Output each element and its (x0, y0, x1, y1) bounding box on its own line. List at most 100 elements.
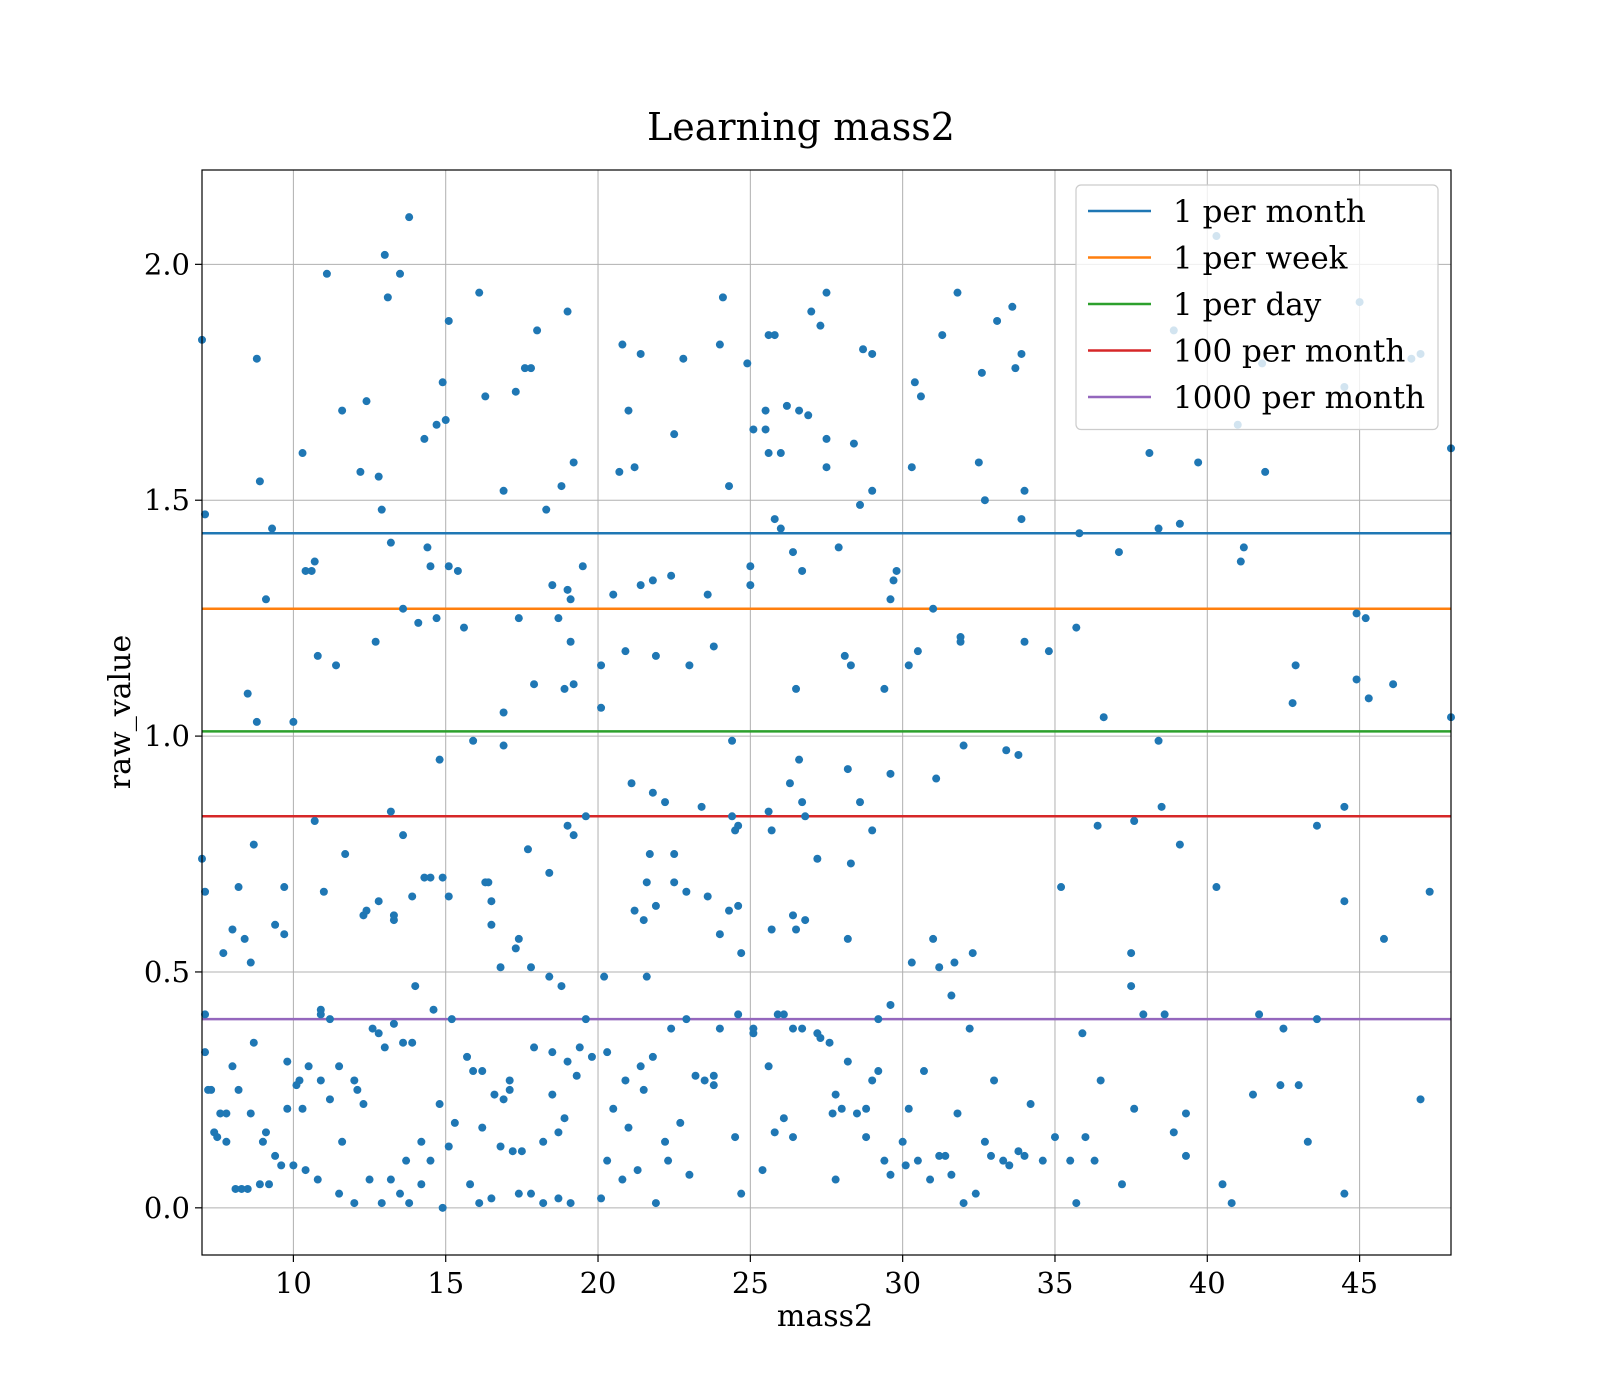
scatter-point-81 (496, 963, 505, 972)
scatter-point-362 (539, 1137, 548, 1146)
scatter-point-466 (380, 1043, 389, 1052)
scatter-point-117 (642, 878, 651, 887)
plot-area-frame (201, 169, 1452, 1256)
scatter-point-46 (362, 397, 371, 406)
scatter-point-330 (1020, 1151, 1029, 1160)
scatter-point-154 (840, 651, 849, 660)
scatter-point-58 (399, 831, 408, 840)
scatter-point-146 (798, 566, 807, 575)
scatter-point-206 (1361, 614, 1370, 623)
scatter-point-121 (670, 430, 679, 439)
scatter-point-309 (731, 1133, 740, 1142)
scatter-point-216 (1130, 817, 1139, 825)
scatter-point-324 (950, 958, 959, 967)
scatter-point-102 (569, 458, 578, 467)
scatter-point-321 (929, 934, 938, 943)
y-tick-label-4: 2.0 (144, 247, 190, 281)
scatter-point-351 (691, 1071, 700, 1080)
scatter-point-297 (478, 1123, 487, 1132)
scatter-point-375 (377, 1199, 386, 1208)
scatter-point-91 (533, 326, 542, 335)
scatter-point-215 (1093, 821, 1102, 830)
scatter-point-179 (1008, 302, 1017, 311)
scatter-point-356 (618, 1175, 627, 1184)
scatter-point-345 (788, 1133, 797, 1142)
scatter-point-294 (411, 982, 420, 991)
scatter-point-44 (356, 467, 365, 476)
legend-label-2: 1 per day (1173, 287, 1322, 323)
scatter-point-72 (444, 562, 453, 571)
scatter-point-257 (831, 1090, 840, 1099)
scatter-point-453 (734, 901, 743, 910)
scatter-point-411 (560, 1114, 569, 1123)
scatter-point-163 (889, 576, 898, 585)
scatter-point-229 (1127, 949, 1136, 958)
x-tick-label-6: 40 (1189, 1266, 1226, 1300)
scatter-point-315 (837, 1104, 846, 1113)
scatter-point-449 (682, 887, 691, 896)
scatter-point-390 (246, 1109, 255, 1118)
scatter-point-1 (201, 510, 210, 519)
scatter-point-292 (399, 1038, 408, 1047)
scatter-point-197 (1236, 557, 1245, 566)
scatter-point-11 (228, 925, 237, 934)
scatter-point-252 (1014, 750, 1023, 759)
scatter-point-287 (316, 1010, 325, 1019)
scatter-point-49 (374, 472, 383, 481)
scatter-point-323 (947, 991, 956, 1000)
scatter-point-159 (868, 349, 877, 358)
scatter-point-298 (496, 1142, 505, 1151)
scatter-point-182 (1017, 515, 1026, 524)
scatter-point-392 (271, 1151, 280, 1160)
scatter-point-119 (651, 651, 660, 660)
scatter-point-370 (426, 1156, 435, 1165)
scatter-point-403 (450, 1118, 459, 1127)
scatter-point-358 (581, 1015, 590, 1024)
scatter-point-303 (609, 1104, 618, 1113)
scatter-point-405 (478, 1067, 487, 1076)
scatter-point-167 (910, 378, 919, 387)
scatter-point-428 (828, 1109, 837, 1118)
scatter-point-247 (1130, 1104, 1139, 1113)
scatter-point-381 (289, 1161, 298, 1170)
scatter-point-458 (801, 916, 810, 925)
scatter-point-186 (1072, 623, 1081, 632)
scatter-point-88 (520, 364, 529, 373)
scatter-point-393 (283, 1104, 292, 1113)
scatter-point-112 (621, 647, 630, 656)
scatter-point-164 (892, 566, 901, 575)
scatter-point-178 (993, 316, 1002, 325)
scatter-point-30 (298, 449, 307, 458)
scatter-point-194 (1194, 458, 1203, 467)
scatter-point-177 (980, 496, 989, 505)
scatter-point-253 (959, 741, 968, 750)
scatter-point-32 (307, 566, 316, 575)
scatter-point-262 (728, 736, 737, 745)
scatter-point-442 (514, 934, 523, 943)
scatter-point-38 (322, 269, 331, 278)
scatter-point-3 (201, 887, 210, 896)
scatter-point-106 (597, 661, 606, 670)
scatter-point-193 (1175, 519, 1184, 528)
scatter-point-434 (926, 1175, 935, 1184)
scatter-point-273 (813, 854, 822, 863)
scatter-point-62 (420, 434, 429, 443)
scatter-point-218 (1154, 736, 1163, 745)
scatter-point-382 (277, 1161, 286, 1170)
scatter-point-202 (1291, 661, 1300, 670)
x-tick-label-7: 45 (1341, 1266, 1378, 1300)
scatter-point-69 (438, 378, 447, 387)
scatter-point-427 (816, 1034, 825, 1042)
scatter-point-335 (935, 1151, 944, 1160)
scatter-point-305 (639, 1085, 648, 1094)
scatter-point-33 (310, 557, 319, 566)
scatter-point-60 (408, 892, 417, 901)
scatter-point-207 (1364, 694, 1373, 703)
scatter-point-139 (770, 515, 779, 524)
scatter-point-141 (776, 449, 785, 458)
scatter-point-143 (788, 548, 797, 557)
scatter-point-241 (1312, 1015, 1321, 1024)
scatter-point-307 (685, 1170, 694, 1179)
x-tick-label-3: 25 (732, 1266, 769, 1300)
scatter-point-85 (511, 387, 520, 396)
